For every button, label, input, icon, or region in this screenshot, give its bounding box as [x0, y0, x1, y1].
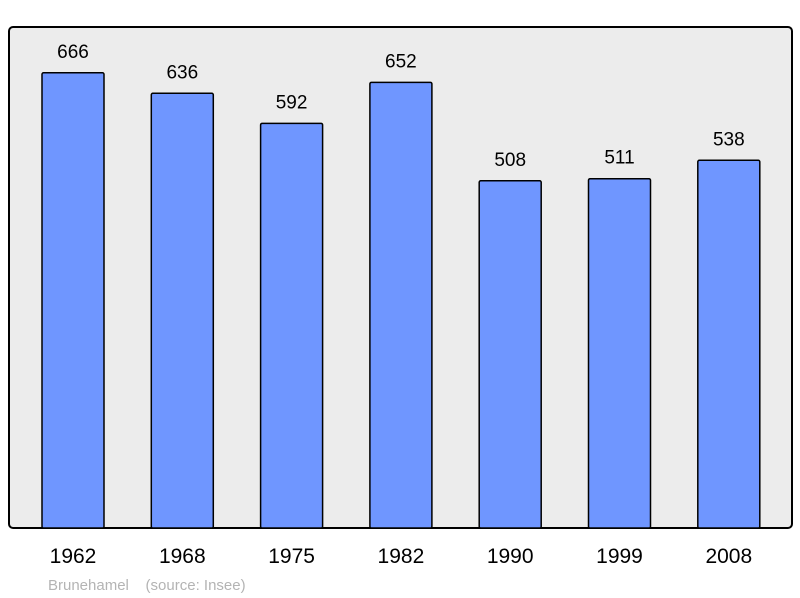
- bar-1975: [259, 122, 324, 529]
- bar-2008: [697, 159, 761, 529]
- data-label-1990: 508: [494, 150, 526, 171]
- bar-1990: [478, 180, 542, 529]
- source-caption: Brunehamel (source: Insee): [48, 577, 246, 594]
- bar-1962: [41, 72, 105, 529]
- data-label-1999: 511: [604, 148, 634, 169]
- bar-1968: [150, 92, 215, 529]
- data-label-1968: 636: [166, 62, 198, 83]
- data-label-1962: 666: [57, 42, 89, 63]
- x-tick-1999: 1999: [596, 545, 643, 568]
- x-tick-1982: 1982: [378, 545, 425, 568]
- x-tick-1975: 1975: [268, 545, 315, 568]
- x-tick-1962: 1962: [50, 545, 97, 568]
- data-label-2008: 538: [713, 129, 745, 150]
- data-label-1975: 592: [276, 92, 308, 113]
- x-tick-2008: 2008: [705, 545, 752, 568]
- bar-1982: [369, 81, 433, 529]
- data-label-1982: 652: [385, 51, 417, 72]
- bar-1999: [587, 177, 652, 529]
- x-tick-1990: 1990: [487, 545, 534, 568]
- x-tick-1968: 1968: [159, 545, 206, 568]
